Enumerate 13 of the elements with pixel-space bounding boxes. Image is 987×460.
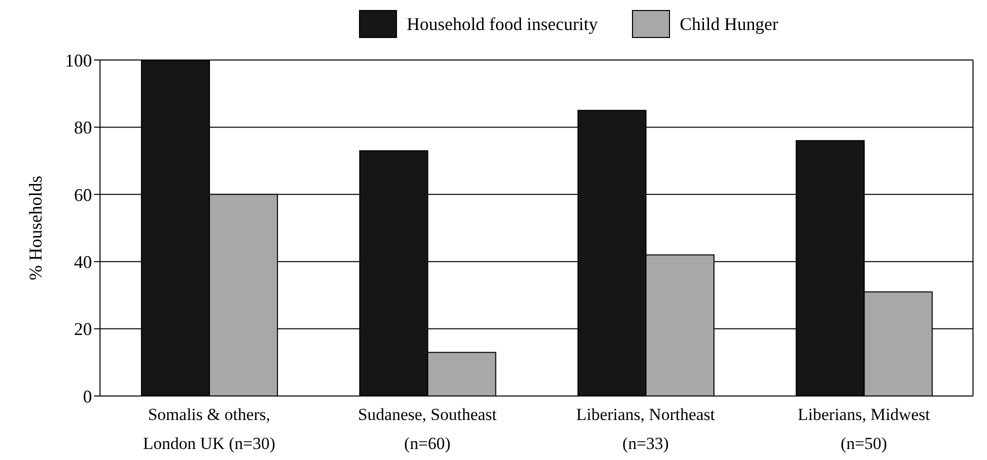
y-tick-label: 80 [74, 118, 92, 138]
x-tick-label: Liberians, Northeast (n=33) [576, 405, 716, 453]
x-tick-label: Liberians, Midwest (n=50) [798, 405, 930, 453]
x-tick-label: Somalis & others, London UK (n=30) [142, 405, 276, 453]
y-tick-label: 0 [83, 386, 92, 406]
y-tick-label: 20 [74, 319, 92, 340]
y-tick-label: 100 [65, 50, 92, 70]
legend-label: Child Hunger [680, 14, 778, 34]
x-tick-label: Sudanese, Southeast (n=60) [358, 405, 498, 453]
y-tick-label: 40 [74, 252, 92, 272]
y-axis-title: % Households [25, 176, 46, 280]
y-tick-label: 60 [74, 184, 92, 205]
legend-label: Household food insecurity [406, 14, 598, 34]
